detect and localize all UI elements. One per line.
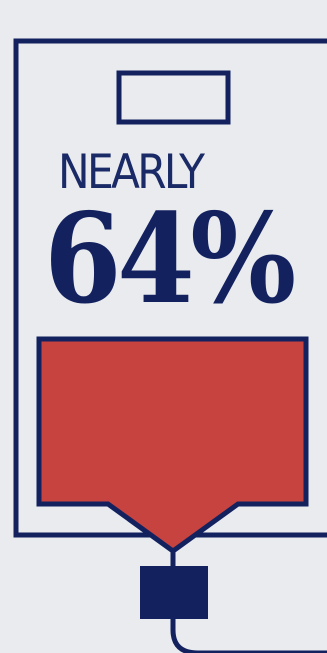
qualifier-label: NEARLY xyxy=(58,145,205,200)
cable-icon xyxy=(170,619,327,653)
charge-fill xyxy=(36,336,309,555)
battery-terminal-icon xyxy=(116,70,231,125)
percentage-value: 64% xyxy=(44,187,296,332)
plug-icon xyxy=(140,566,208,619)
